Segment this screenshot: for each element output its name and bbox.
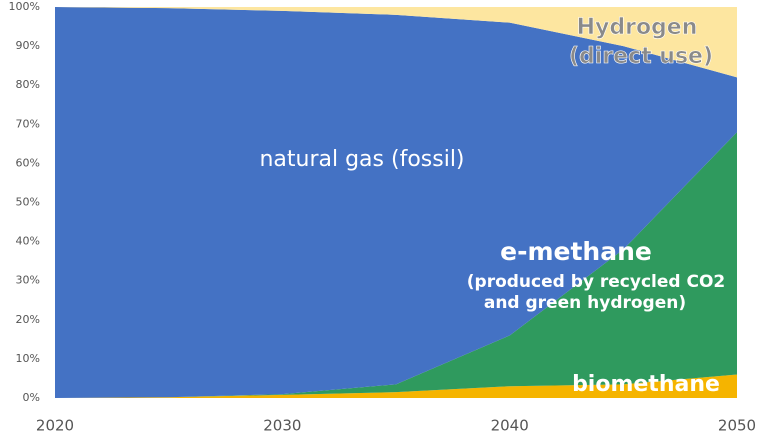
y-tick-label: 40% — [16, 235, 40, 248]
x-tick-label: 2040 — [491, 417, 529, 435]
y-tick-label: 80% — [16, 78, 40, 91]
y-tick-label: 0% — [23, 391, 40, 404]
area-label: biomethane — [572, 372, 720, 397]
area-label: natural gas (fossil) — [259, 147, 464, 172]
y-tick-label: 100% — [9, 0, 40, 13]
x-tick-label: 2050 — [718, 417, 756, 435]
area — [55, 7, 737, 398]
x-tick-label: 2030 — [263, 417, 301, 435]
area — [55, 132, 737, 398]
area — [55, 374, 737, 398]
area-label: (produced by recycled CO2 — [467, 272, 726, 292]
y-tick-label: 70% — [16, 117, 40, 130]
y-tick-label: 20% — [16, 313, 40, 326]
x-tick-label: 2020 — [36, 417, 74, 435]
y-tick-label: 60% — [16, 156, 40, 169]
area-label: and green hydrogen) — [484, 293, 686, 313]
y-tick-label: 50% — [16, 196, 40, 209]
area-label: e-methane — [500, 237, 652, 266]
area — [55, 7, 737, 78]
y-tick-label: 10% — [16, 352, 40, 365]
y-tick-label: 30% — [16, 274, 40, 287]
y-tick-label: 90% — [16, 39, 40, 52]
area-label: (direct use) — [569, 44, 713, 69]
area-label: Hydrogen — [577, 15, 698, 40]
